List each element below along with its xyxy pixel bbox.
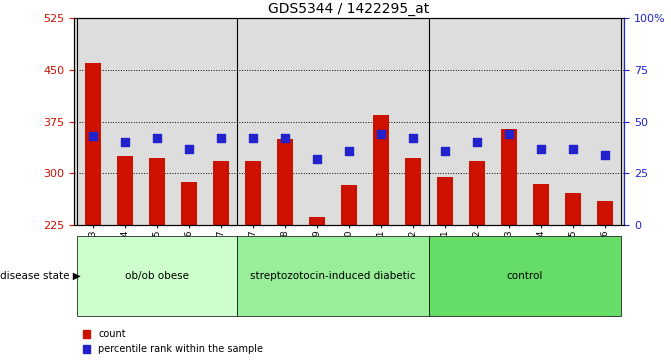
Text: control: control: [507, 271, 543, 281]
Title: GDS5344 / 1422295_at: GDS5344 / 1422295_at: [268, 2, 429, 16]
Point: [311, 156, 322, 162]
Point: [503, 131, 514, 137]
Point: [152, 135, 162, 141]
Point: [119, 139, 130, 145]
Point: [88, 133, 99, 139]
FancyBboxPatch shape: [429, 236, 621, 316]
Bar: [309, 217, 325, 225]
Bar: [341, 185, 357, 225]
Bar: [373, 115, 389, 225]
Text: ob/ob obese: ob/ob obese: [125, 271, 189, 281]
Point: [599, 152, 610, 158]
Bar: [181, 182, 197, 225]
Legend: count, percentile rank within the sample: count, percentile rank within the sample: [79, 326, 267, 358]
Point: [184, 146, 195, 151]
Bar: [245, 161, 261, 225]
Point: [568, 146, 578, 151]
Point: [280, 135, 291, 141]
Point: [344, 148, 354, 154]
Text: streptozotocin-induced diabetic: streptozotocin-induced diabetic: [250, 271, 415, 281]
Bar: [277, 139, 293, 225]
Bar: [501, 129, 517, 225]
Bar: [437, 177, 453, 225]
Bar: [149, 158, 165, 225]
Point: [440, 148, 450, 154]
Bar: [85, 63, 101, 225]
Bar: [117, 156, 133, 225]
Point: [472, 139, 482, 145]
Bar: [565, 193, 581, 225]
Point: [407, 135, 418, 141]
Point: [248, 135, 258, 141]
Point: [376, 131, 386, 137]
Bar: [213, 161, 229, 225]
FancyBboxPatch shape: [77, 236, 237, 316]
Bar: [469, 161, 485, 225]
Point: [215, 135, 226, 141]
Text: disease state ▶: disease state ▶: [0, 271, 81, 281]
Bar: [533, 184, 549, 225]
Point: [535, 146, 546, 151]
Bar: [597, 201, 613, 225]
FancyBboxPatch shape: [237, 236, 429, 316]
Bar: [405, 158, 421, 225]
